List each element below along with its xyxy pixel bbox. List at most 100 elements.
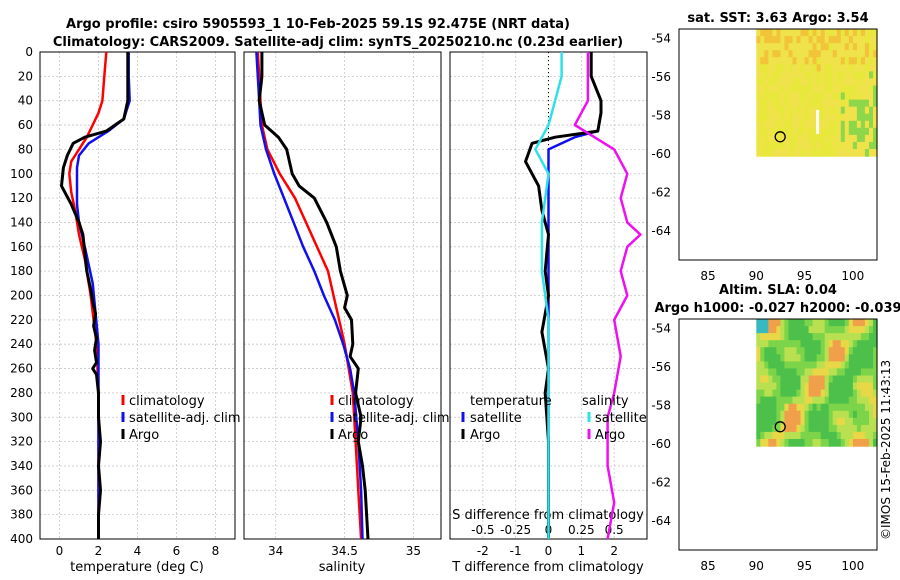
map-cell <box>848 106 854 115</box>
map-cell <box>784 368 789 377</box>
map-cell <box>808 57 814 65</box>
map-cell <box>776 361 781 370</box>
map-cell <box>796 50 802 58</box>
map-cell <box>832 340 838 348</box>
map-cell <box>869 120 874 129</box>
map-cell <box>852 340 858 348</box>
map-cell <box>780 431 785 440</box>
map-cell <box>860 439 866 447</box>
map-cell <box>776 389 781 398</box>
map-cell <box>852 361 858 370</box>
map-cell <box>828 50 834 58</box>
legend-title-salinity: salinity <box>582 394 629 409</box>
map-cell <box>824 389 830 398</box>
map-cell <box>864 319 870 327</box>
map-cell <box>856 113 862 122</box>
map-cell <box>788 85 794 94</box>
map-cell <box>768 57 773 65</box>
map-cell <box>760 106 765 115</box>
map-cell <box>864 113 870 122</box>
map-cell <box>840 149 846 157</box>
map-cell <box>852 134 858 143</box>
map-cell <box>768 396 773 405</box>
map-cell <box>792 29 798 37</box>
map-cell <box>804 333 810 341</box>
map-cell <box>848 92 854 101</box>
map-cell <box>848 113 854 122</box>
map-cell <box>848 319 854 327</box>
map-cell <box>869 403 874 412</box>
map-cell <box>869 375 874 384</box>
map-cell <box>840 134 846 143</box>
map-cell <box>772 319 777 327</box>
map-cell <box>873 50 878 58</box>
map-cell <box>816 340 822 348</box>
map-cell <box>852 99 858 108</box>
map-cell <box>848 99 854 108</box>
map-cell <box>860 382 866 391</box>
map-cell <box>800 78 806 87</box>
map-cell <box>768 319 773 327</box>
map-cell <box>784 431 789 440</box>
map-cell <box>808 120 814 129</box>
map-cell <box>804 319 810 327</box>
map-cell <box>832 43 838 51</box>
map-cell <box>820 78 826 87</box>
map-cell <box>764 134 769 143</box>
y-tick-label: 260 <box>10 362 33 376</box>
map-cell <box>820 149 826 157</box>
map-cell <box>824 113 830 122</box>
map-cell <box>816 141 822 150</box>
map-cell <box>856 134 862 143</box>
map-cell <box>808 410 814 419</box>
map-cell <box>800 431 806 440</box>
map-cell <box>792 424 798 433</box>
map-cell <box>852 71 858 80</box>
map-cell <box>852 403 858 412</box>
map-cell <box>860 403 866 412</box>
map-cell <box>764 120 769 129</box>
map-cell <box>800 319 806 327</box>
map-cell <box>856 99 862 108</box>
map-cell <box>840 120 846 129</box>
map-cell <box>869 319 874 327</box>
map-cell <box>832 50 838 58</box>
map-cell <box>848 43 854 51</box>
map-cell <box>792 99 798 108</box>
map-cell <box>820 71 826 80</box>
map-cell <box>808 106 814 115</box>
x-tick-label: -2 <box>477 544 489 558</box>
map-cell <box>864 92 870 101</box>
map-cell <box>816 71 822 80</box>
map-cell <box>760 92 765 101</box>
map-cell <box>852 85 858 94</box>
map-cell <box>864 134 870 143</box>
x-tick-label: 34 <box>268 544 283 558</box>
map-cell <box>780 71 785 80</box>
map-cell <box>869 78 874 87</box>
map-cell <box>792 64 798 72</box>
map-cell <box>856 92 862 101</box>
map-cell <box>764 326 769 334</box>
map-cell <box>848 71 854 80</box>
y-tick-label: 140 <box>10 215 33 229</box>
map-cell <box>804 340 810 348</box>
map-cell <box>816 85 822 94</box>
y-tick-label: 0 <box>25 45 33 59</box>
map-cell <box>772 354 777 362</box>
map-cell <box>812 71 818 80</box>
map-cell <box>764 106 769 115</box>
map-cell <box>772 417 777 426</box>
map-cell <box>856 57 862 65</box>
map-cell <box>780 375 785 384</box>
map-cell <box>824 29 830 37</box>
map-cell <box>873 99 878 108</box>
map-cell <box>792 127 798 136</box>
series-s-satellite <box>534 52 563 539</box>
map-cell <box>824 340 830 348</box>
map-cell <box>792 354 798 362</box>
map-cell <box>832 99 838 108</box>
map-cell <box>760 417 765 426</box>
y-tick-label: 320 <box>10 435 33 449</box>
map-cell <box>812 389 818 398</box>
